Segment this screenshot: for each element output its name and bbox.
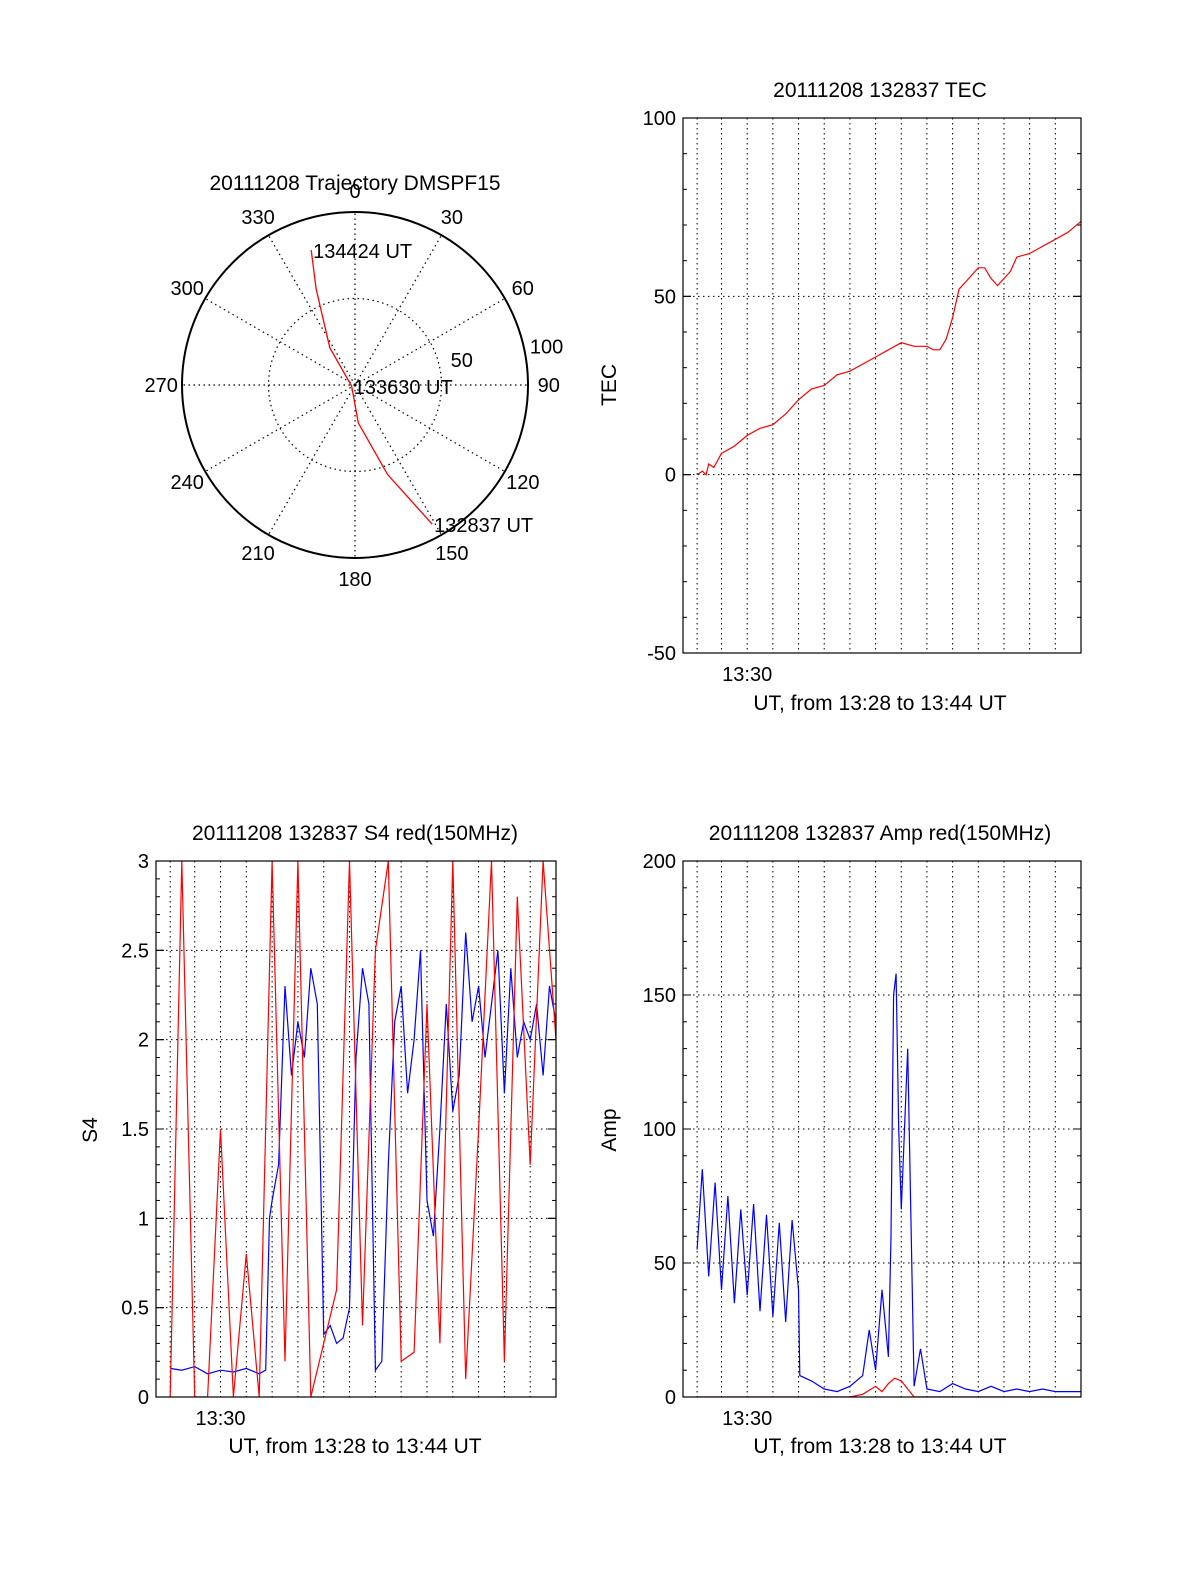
polar-outer-circle	[181, 211, 529, 559]
polar-title: 20111208 Trajectory DMSPF15	[209, 172, 500, 195]
amp-title: 20111208 132837 Amp red(150MHz)	[709, 822, 1051, 845]
polar-spoke	[267, 234, 356, 386]
polar-trajectory-plot: 20111208 Trajectory DMSPF15 0 30 60 90 120 15…	[145, 172, 564, 591]
tec-ytick-label: 50	[654, 286, 676, 308]
s4-plot-body: 0 0.5 1 1.5 2 2.5 3 13:30	[121, 851, 557, 1430]
polar-spoke	[354, 234, 443, 386]
polar-time-annotation: 133630 UT	[354, 377, 453, 399]
polar-radial-label: 50	[451, 350, 473, 372]
polar-angle-label: 300	[171, 278, 204, 300]
s4-ytick-label: 2.5	[121, 940, 149, 962]
amp-ytick-label: 200	[643, 851, 676, 873]
amp-series-line-1	[696, 973, 1081, 1393]
s4-ytick-label: 0	[138, 1387, 149, 1409]
polar-spoke	[267, 384, 356, 536]
amp-plot-body: 0 50 100 150 200 13:30	[643, 851, 1082, 1430]
tec-ytick-label: 100	[643, 108, 676, 130]
polar-spoke	[354, 384, 506, 473]
s4-ytick-label: 3	[138, 851, 149, 873]
polar-spoke	[204, 384, 356, 473]
s4-ytick-label: 1.5	[121, 1119, 149, 1141]
polar-angle-label: 0	[349, 181, 360, 203]
amp-xtick-label: 13:30	[722, 1408, 772, 1430]
tec-ytick-label: 0	[665, 465, 676, 487]
s4-plot: 20111208 132837 S4 red(150MHz) S4 UT, fr…	[79, 822, 557, 1458]
amp-ytick-label: 0	[665, 1387, 676, 1409]
polar-angle-label: 150	[435, 543, 468, 565]
s4-xlabel: UT, from 13:28 to 13:44 UT	[228, 1435, 481, 1458]
polar-angle-label: 210	[241, 543, 274, 565]
s4-title: 20111208 132837 S4 red(150MHz)	[192, 822, 518, 845]
tec-plot: 20111208 132837 TEC TEC UT, from 13:28 t…	[598, 79, 1082, 715]
s4-series-line-1	[170, 932, 556, 1375]
polar-spoke	[354, 297, 506, 386]
polar-spoke	[204, 297, 356, 386]
s4-series-group	[169, 861, 556, 1397]
polar-angle-label: 270	[145, 375, 178, 397]
polar-radial-label: 100	[530, 336, 563, 358]
amp-ytick-label: 50	[654, 1253, 676, 1275]
tec-plot-body: -50 0 50 100 13:30	[643, 108, 1082, 686]
tec-xtick-label: 13:30	[722, 664, 772, 686]
s4-series-line-2	[169, 861, 556, 1397]
polar-spoke	[354, 384, 443, 536]
polar-grid	[181, 211, 529, 559]
polar-angle-label: 330	[241, 207, 274, 229]
tec-frame	[682, 117, 1082, 654]
s4-ytick-label: 1	[138, 1208, 149, 1230]
polar-angle-label: 60	[512, 278, 534, 300]
tec-ylabel: TEC	[598, 364, 621, 406]
amp-ylabel: Amp	[598, 1108, 621, 1151]
s4-frame	[155, 860, 557, 1398]
amp-xlabel: UT, from 13:28 to 13:44 UT	[753, 1435, 1006, 1458]
amp-ytick-label: 150	[643, 985, 676, 1007]
polar-angle-label: 180	[338, 569, 371, 591]
tec-series-line-1	[696, 220, 1081, 476]
s4-ytick-label: 2	[138, 1030, 149, 1052]
s4-xtick-label: 13:30	[195, 1408, 245, 1430]
amp-series-line-2	[697, 1377, 1081, 1397]
polar-angle-label: 240	[171, 472, 204, 494]
polar-labels: 0 30 60 90 120 150 180 210 240 270 300 330 50 100 1344…	[145, 181, 564, 591]
s4-ylabel: S4	[79, 1117, 102, 1143]
amp-frame	[682, 860, 1082, 1398]
polar-angle-label: 120	[506, 472, 539, 494]
amp-plot: 20111208 132837 Amp red(150MHz) Amp UT, …	[598, 822, 1082, 1458]
tec-series-group	[696, 220, 1081, 476]
amp-ytick-label: 100	[643, 1119, 676, 1141]
tec-ytick-label: -50	[647, 643, 676, 665]
polar-angle-label: 30	[441, 207, 463, 229]
polar-time-annotation: 134424 UT	[313, 241, 412, 263]
polar-trajectory-line	[310, 250, 433, 525]
amp-series-group	[696, 973, 1081, 1397]
polar-angle-label: 90	[538, 375, 560, 397]
tec-xlabel: UT, from 13:28 to 13:44 UT	[753, 692, 1006, 715]
s4-ytick-label: 0.5	[121, 1298, 149, 1320]
polar-series	[310, 250, 433, 525]
tec-title: 20111208 132837 TEC	[773, 79, 987, 102]
polar-time-annotation: 132837 UT	[434, 515, 533, 537]
